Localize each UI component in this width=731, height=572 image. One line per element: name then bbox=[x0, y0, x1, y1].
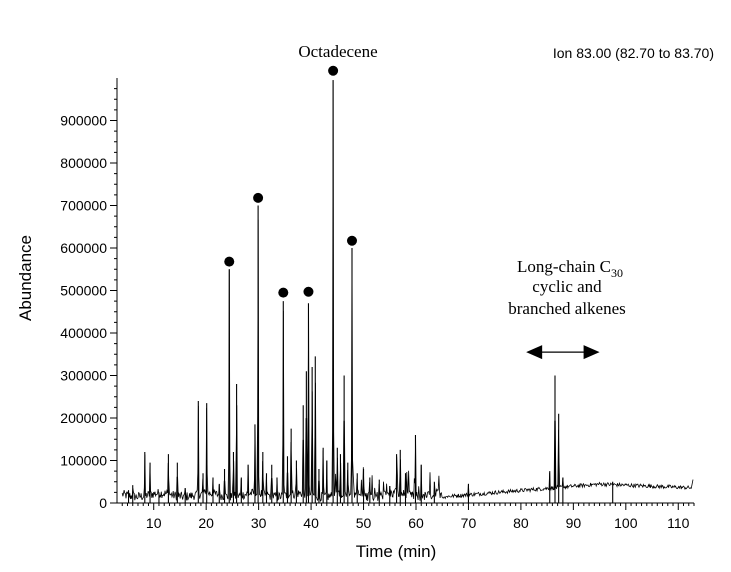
cluster-label-line3: branched alkenes bbox=[508, 299, 626, 318]
x-tick-label: 10 bbox=[146, 515, 162, 531]
x-axis-label: Time (min) bbox=[356, 542, 437, 561]
plot-area: 0 100000 200000 300000 400000 500000 600000 700… bbox=[60, 65, 695, 531]
y-tick-label: 900000 bbox=[60, 113, 107, 129]
x-tick-label: 30 bbox=[251, 515, 267, 531]
x-tick-label: 20 bbox=[198, 515, 214, 531]
y-tick-label: 700000 bbox=[60, 198, 107, 214]
y-tick-label: 0 bbox=[99, 495, 107, 511]
peak-marker-dot bbox=[224, 256, 235, 267]
x-tick-label: 50 bbox=[356, 515, 372, 531]
y-tick-label: 300000 bbox=[60, 368, 107, 384]
peak-marker-dot bbox=[278, 287, 289, 298]
range-arrow-left-head bbox=[526, 345, 543, 360]
cluster-label-subscript: 30 bbox=[611, 266, 623, 280]
y-tick-label: 800000 bbox=[60, 155, 107, 171]
y-tick-label: 400000 bbox=[60, 325, 107, 341]
y-axis-label: Abundance bbox=[16, 235, 35, 321]
chart-title: Ion 83.00 (82.70 to 83.70) bbox=[553, 45, 714, 61]
y-tick-label: 200000 bbox=[60, 410, 107, 426]
peak-marker-dot bbox=[303, 286, 314, 297]
x-tick-label: 60 bbox=[408, 515, 424, 531]
peak-marker-dot bbox=[346, 235, 357, 246]
cluster-label-text: Long-chain C bbox=[517, 257, 611, 276]
y-tick-label: 600000 bbox=[60, 240, 107, 256]
cluster-label-line1: Long-chain C30 bbox=[517, 257, 623, 280]
octadecene-label: Octadecene bbox=[298, 42, 377, 61]
x-tick-label: 90 bbox=[566, 515, 582, 531]
abundance-trace bbox=[121, 80, 694, 502]
peak-marker-dot bbox=[253, 192, 264, 203]
y-tick-label: 100000 bbox=[60, 453, 107, 469]
range-arrow-right-head bbox=[583, 345, 600, 360]
x-tick-label: 80 bbox=[513, 515, 529, 531]
peak-marker-dot bbox=[328, 65, 339, 76]
x-tick-label: 110 bbox=[667, 515, 690, 531]
x-tick-label: 100 bbox=[614, 515, 638, 531]
x-tick-label: 40 bbox=[303, 515, 319, 531]
cluster-label-line2: cyclic and bbox=[532, 277, 602, 296]
x-tick-label: 70 bbox=[461, 515, 477, 531]
y-tick-label: 500000 bbox=[60, 283, 107, 299]
